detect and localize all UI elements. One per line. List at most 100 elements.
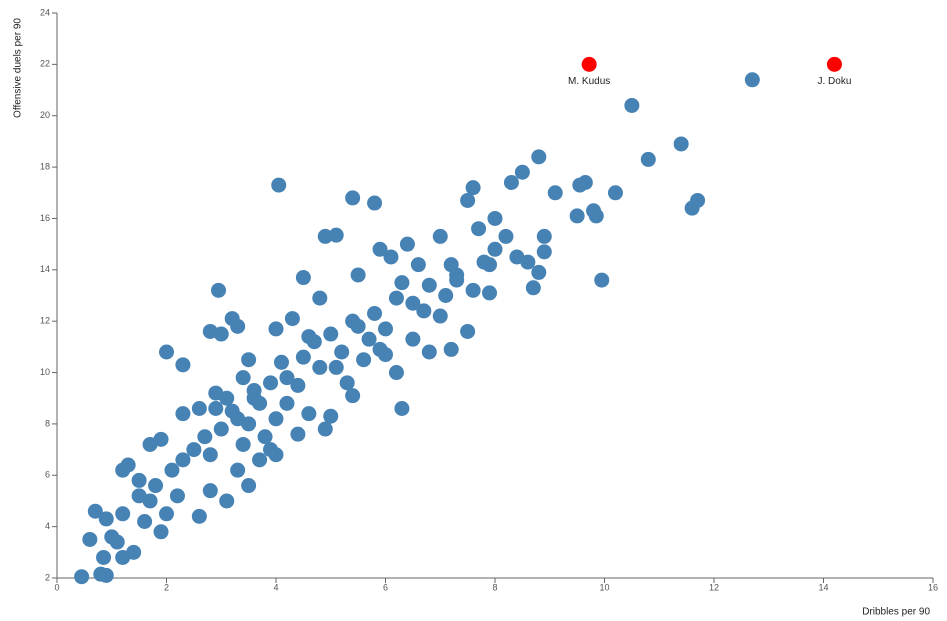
point [421,344,437,360]
point [345,388,361,404]
point [388,365,404,381]
point [96,549,112,565]
point [301,406,317,422]
point [328,359,344,375]
point [487,210,503,226]
point [235,370,251,386]
highlight-label: J. Doku [817,76,851,87]
point [334,344,350,360]
point [460,323,476,339]
point [640,151,656,167]
point [498,228,514,244]
point [246,390,262,406]
point [115,506,131,522]
point [372,341,388,357]
point [241,478,257,494]
point [241,352,257,368]
point [191,401,207,416]
point [263,442,279,458]
point [350,267,366,283]
point [159,506,174,522]
point [367,305,383,321]
point [482,285,498,301]
y-axis-label: Offensive duels per 90 [13,18,24,118]
point [142,493,158,509]
point [487,241,503,257]
x-tick-label: 6 [383,582,388,592]
point [405,331,421,347]
point [153,524,169,540]
y-tick-label: 6 [45,470,50,480]
point [126,544,142,560]
point [471,221,487,237]
point [219,493,235,509]
point [273,354,289,370]
y-tick-label: 12 [40,316,50,326]
x-tick-label: 12 [709,582,719,592]
point [421,277,437,293]
point [284,311,300,327]
point [175,406,191,422]
point [465,282,481,298]
y-tick-label: 14 [40,264,50,274]
point [405,295,421,311]
point [290,426,306,442]
point [74,569,90,585]
y-tick-label: 2 [45,572,50,582]
point [624,97,640,113]
point [219,390,235,406]
point [372,241,388,257]
y-tick-label: 16 [40,213,50,223]
point [339,375,355,391]
point [213,326,229,342]
point [208,401,224,416]
point [169,488,185,504]
point [98,511,114,527]
point [588,208,604,224]
point [383,249,399,265]
point [536,228,552,244]
point [213,421,229,437]
point [175,357,191,373]
point [202,447,218,463]
point [137,514,153,529]
point [536,244,552,260]
x-axis-label: Dribbles per 90 [862,607,930,618]
point [361,331,377,347]
point [449,272,465,288]
point [235,436,251,452]
point [115,462,131,478]
point [263,375,279,391]
point [388,290,404,306]
point [503,175,519,190]
point [98,567,114,583]
point [230,462,246,478]
x-tick-label: 4 [273,582,278,592]
point [230,411,246,427]
point [410,257,426,273]
point [607,185,623,201]
point [690,192,706,208]
point [531,264,547,280]
point [432,308,448,324]
y-tick-label: 24 [40,7,50,17]
point [312,359,328,375]
point [148,478,164,494]
point [482,257,498,273]
point [514,164,530,180]
point [367,195,383,211]
point [306,334,322,350]
point [673,136,689,152]
point [159,344,174,360]
point [350,318,366,334]
highlight-point [826,56,842,72]
highlight-point [581,56,597,72]
point [443,341,459,357]
y-tick-label: 10 [40,367,50,377]
point [378,321,393,337]
point [394,401,410,416]
point [290,377,306,393]
point [295,349,311,365]
point [153,431,169,447]
